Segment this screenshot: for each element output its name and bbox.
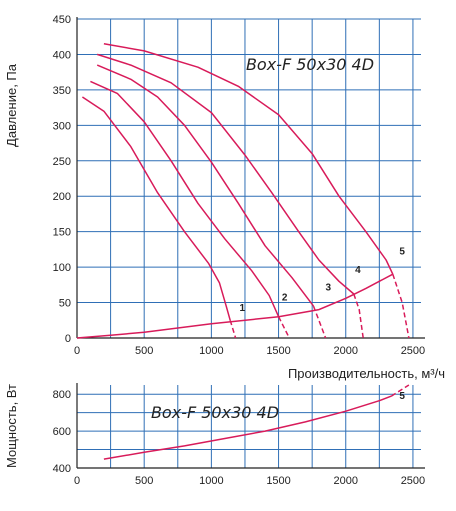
y-tick-label: 450 bbox=[53, 14, 71, 26]
flow-axis-label: Производительность, м³/ч bbox=[288, 366, 445, 381]
series-dashed-2 bbox=[277, 316, 290, 339]
y-tick-label: 50 bbox=[59, 298, 71, 310]
curve-number-label: 3 bbox=[326, 283, 332, 294]
power-plot-title: Box-F 50x30 4D bbox=[151, 403, 279, 422]
series-dashed-4 bbox=[353, 293, 364, 339]
pressure-plot-title: Box-F 50x30 4D bbox=[246, 55, 374, 74]
curve-number-label: 5 bbox=[399, 391, 405, 402]
pressure-plot: 0 500 1000 1500 2000 250005010015020025030035… bbox=[53, 14, 426, 357]
y-tick-label: 100 bbox=[53, 262, 71, 274]
series-dashed-3 bbox=[312, 305, 327, 339]
y-tick-label: 350 bbox=[53, 85, 71, 97]
y-tick-label: 800 bbox=[53, 389, 71, 401]
series-line-5 bbox=[103, 43, 394, 275]
pressure-axis-label: Давление, Па bbox=[4, 63, 19, 147]
system-curve-line bbox=[76, 273, 394, 339]
y-tick-label: 400 bbox=[53, 49, 71, 61]
y-tick-label: 300 bbox=[53, 120, 71, 132]
y-tick-label: 150 bbox=[53, 227, 71, 239]
x-tick-label: 1500 bbox=[266, 475, 290, 487]
x-tick-label: 2000 bbox=[334, 475, 358, 487]
y-tick-label: 600 bbox=[53, 426, 71, 438]
x-tick-label: 1000 bbox=[199, 475, 223, 487]
x-tick-label: 500 bbox=[135, 475, 153, 487]
y-tick-label: 250 bbox=[53, 156, 71, 168]
x-tick-label: 500 bbox=[135, 345, 153, 357]
y-tick-label: 400 bbox=[53, 463, 71, 475]
x-tick-label: 2500 bbox=[401, 345, 425, 357]
curve-number-label: 4 bbox=[355, 265, 361, 276]
series-line-2 bbox=[90, 80, 280, 318]
series-line-4 bbox=[96, 53, 355, 295]
curve-number-label: 2 bbox=[282, 292, 288, 303]
series-line-5 bbox=[103, 395, 392, 460]
series-dashed-5 bbox=[392, 273, 410, 339]
x-tick-label: 2500 bbox=[401, 475, 425, 487]
y-tick-label: 0 bbox=[65, 333, 71, 345]
curve-number-label: 5 bbox=[399, 246, 405, 257]
x-tick-label: 1000 bbox=[199, 345, 223, 357]
power-axis-label: Мощность, Вт bbox=[4, 384, 19, 468]
series-dashed-5 bbox=[390, 384, 410, 397]
y-tick-label: 200 bbox=[53, 191, 71, 203]
series-dashed-1 bbox=[229, 320, 237, 339]
series-line-3 bbox=[96, 64, 315, 307]
x-tick-label: 0 bbox=[74, 475, 80, 487]
series-line-1 bbox=[81, 96, 231, 321]
power-plot: 0 500 1000 1500 2000 2500 400 600 800 5 bbox=[53, 383, 425, 487]
x-tick-label: 1500 bbox=[266, 345, 290, 357]
x-tick-label: 0 bbox=[74, 345, 80, 357]
curve-number-label: 1 bbox=[240, 303, 246, 314]
x-tick-label: 2000 bbox=[334, 345, 358, 357]
